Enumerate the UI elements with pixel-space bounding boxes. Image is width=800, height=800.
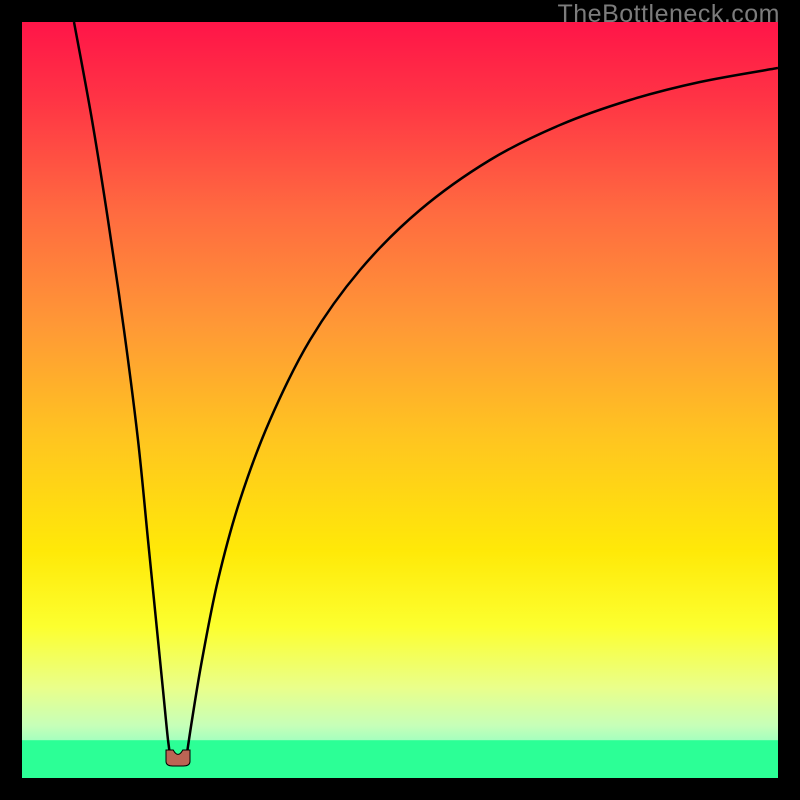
- chart-container: TheBottleneck.com: [0, 0, 800, 800]
- chart-svg: [0, 0, 800, 800]
- watermark-text: TheBottleneck.com: [558, 0, 781, 29]
- plot-background: [22, 22, 778, 778]
- green-band: [22, 740, 778, 778]
